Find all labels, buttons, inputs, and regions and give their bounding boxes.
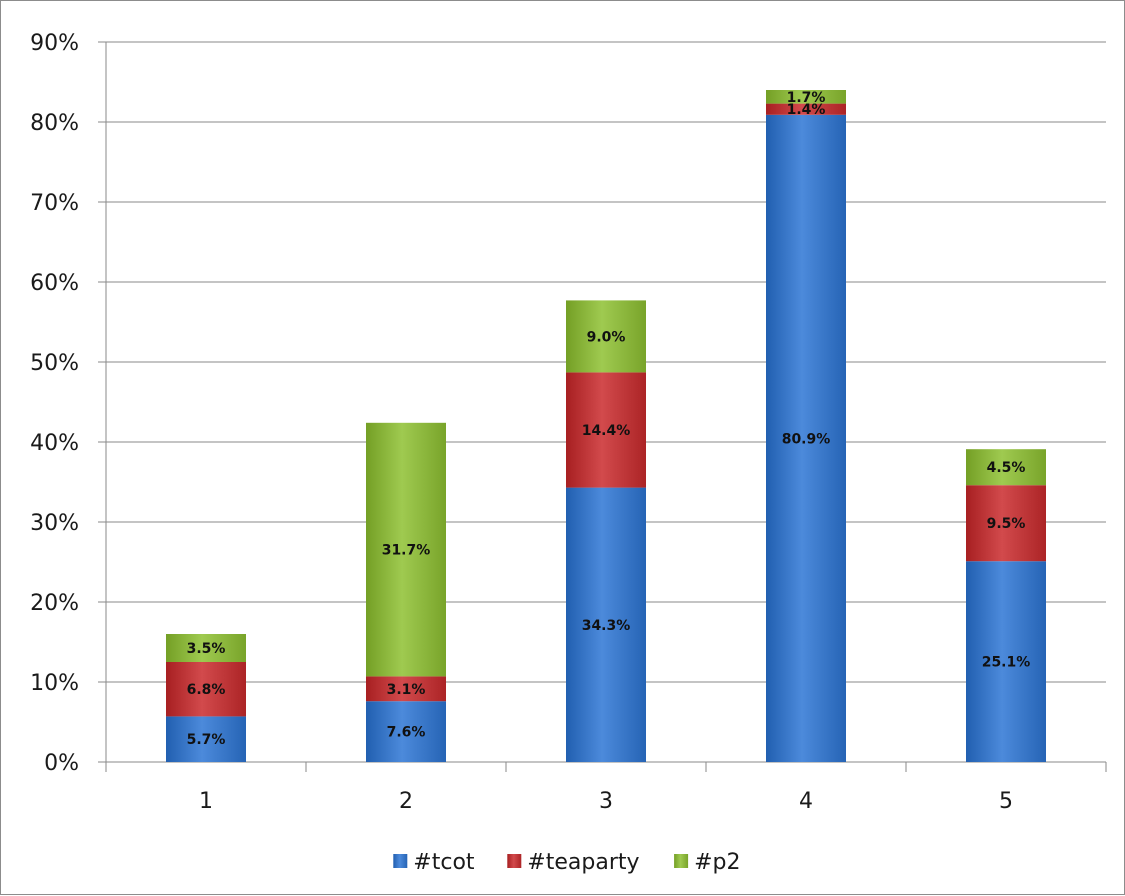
data-labels: 5.7% 6.8% 3.5% 7.6% 3.1% 31.7% 34.3% 14.4% 9.0% 8… xyxy=(187,90,1031,748)
bar-segment xyxy=(966,485,1046,562)
bar-segment xyxy=(566,372,646,488)
data-label: 7.6% xyxy=(387,725,426,741)
y-tick-label: 40% xyxy=(30,431,79,456)
bar-segment xyxy=(966,449,1046,486)
legend-swatch xyxy=(507,854,522,868)
legend-label: #tcot xyxy=(413,850,475,875)
x-tick-label: 3 xyxy=(599,789,613,814)
bar-segment xyxy=(966,561,1046,762)
data-label: 14.4% xyxy=(582,423,631,439)
y-tick-label: 70% xyxy=(30,191,79,216)
bar-segment xyxy=(166,716,246,762)
data-label: 31.7% xyxy=(382,543,431,559)
bar-segment xyxy=(366,676,446,702)
x-tick-label: 4 xyxy=(799,789,813,814)
bar-segment xyxy=(366,422,446,677)
data-label: 3.5% xyxy=(187,641,226,657)
legend-label: #p2 xyxy=(694,850,740,875)
bar-segment xyxy=(166,634,246,662)
x-tick-label: 5 xyxy=(999,789,1013,814)
y-tick-label: 60% xyxy=(30,271,79,296)
data-label: 80.9% xyxy=(782,431,831,447)
bar-segment xyxy=(166,662,246,717)
bar-segment xyxy=(766,114,846,763)
legend-swatch xyxy=(393,854,408,868)
data-label: 6.8% xyxy=(187,682,226,698)
y-tick-label: 30% xyxy=(30,511,79,536)
data-label: 34.3% xyxy=(582,618,631,634)
bar-segment xyxy=(766,103,846,115)
y-tick-label: 80% xyxy=(30,111,79,136)
legend-swatch xyxy=(674,854,689,868)
y-tick-label: 50% xyxy=(30,351,79,376)
data-label: 1.7% xyxy=(787,90,826,106)
data-label: 5.7% xyxy=(187,732,226,748)
data-label: 25.1% xyxy=(982,655,1031,671)
data-label: 1.4% xyxy=(787,102,826,118)
x-tick-label: 1 xyxy=(199,789,213,814)
legend: #tcot #teaparty #p2 xyxy=(393,850,741,875)
data-label: 9.0% xyxy=(587,329,626,345)
bar-segment xyxy=(766,90,846,104)
data-label: 4.5% xyxy=(987,460,1026,476)
bars xyxy=(166,90,1046,763)
bar-segment xyxy=(366,701,446,762)
y-tick-label: 90% xyxy=(30,31,79,56)
y-tick-label: 10% xyxy=(30,671,79,696)
x-tick-label: 2 xyxy=(399,789,413,814)
y-tick-label: 0% xyxy=(44,751,79,776)
bar-segment xyxy=(566,487,646,762)
y-tick-label: 20% xyxy=(30,591,79,616)
data-label: 9.5% xyxy=(987,516,1026,532)
legend-label: #teaparty xyxy=(527,850,639,875)
data-label: 3.1% xyxy=(387,682,426,698)
bar-segment xyxy=(566,300,646,373)
